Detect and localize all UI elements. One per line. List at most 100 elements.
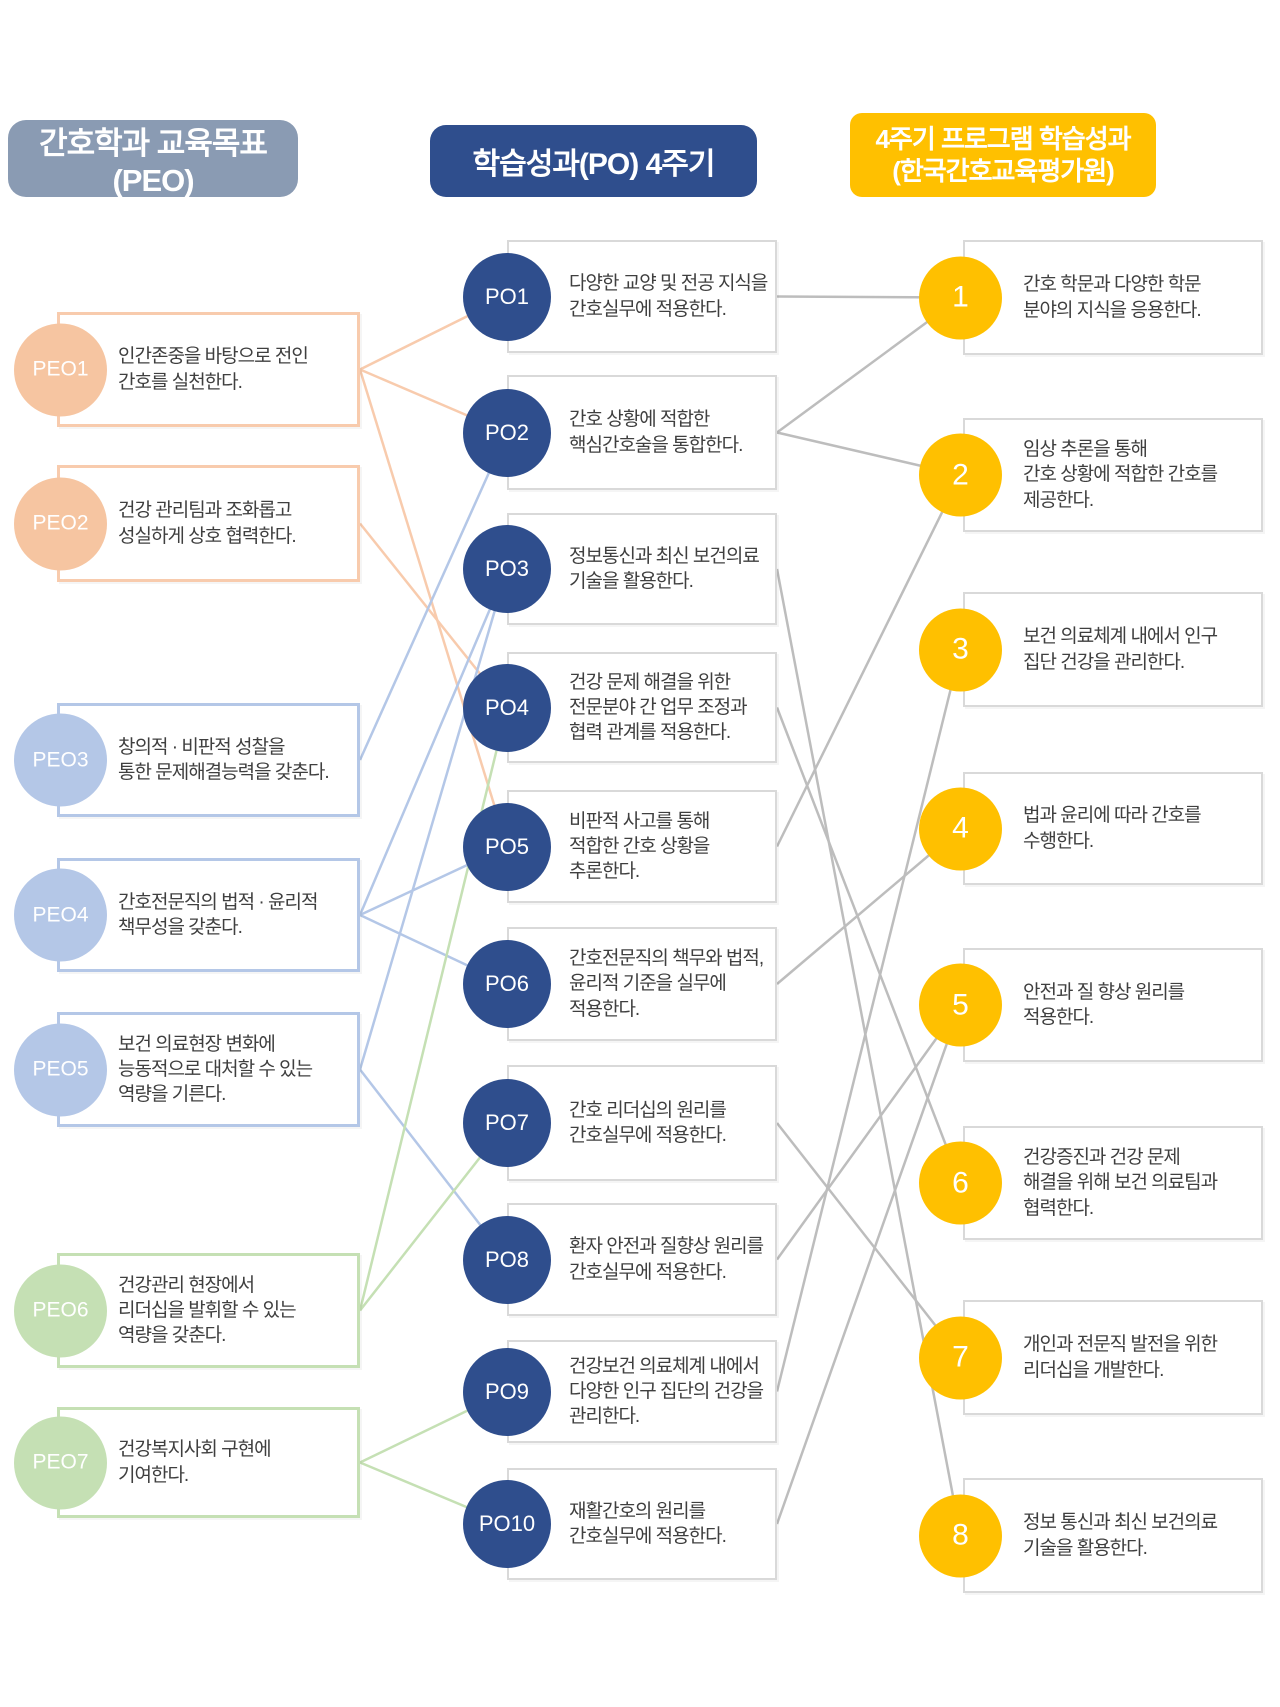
kabone-column-header-line1: 4주기 프로그램 학습성과: [875, 123, 1131, 154]
kabone-text: 법과 윤리에 따라 간호를 수행한다.: [1023, 805, 1202, 852]
po-box: 간호전문직의 책무와 법적, 윤리적 기준을 실무에 적용한다.: [507, 927, 777, 1041]
po-item: 재활간호의 원리를 간호실무에 적용한다. PO10: [463, 1468, 777, 1580]
kabone-text: 안전과 질 향상 원리를 적용한다.: [1023, 981, 1185, 1028]
connector-line: [776, 1122, 962, 1359]
po-circle: PO9: [463, 1347, 551, 1436]
po-item: 간호 리더십의 원리를 간호실무에 적용한다. PO7: [463, 1065, 777, 1181]
peo-circle: PEO4: [14, 868, 107, 962]
kabone-box: 건강증진과 건강 문제 해결을 위해 보건 의료팀과 협력한다.: [963, 1126, 1263, 1240]
peo-text: 간호전문직의 법적 · 윤리적 책무성을 갖춘다.: [118, 891, 318, 938]
peo-text: 건강관리 현장에서 리더십을 발휘할 수 있는 역량을 갖춘다.: [118, 1274, 297, 1347]
connector-line: [358, 707, 509, 1311]
po-circle: PO6: [463, 940, 551, 1028]
connector-line: [358, 369, 509, 847]
po-text: 건강보건 의료체계 내에서 다양한 인구 집단의 건강을 관리한다.: [569, 1355, 764, 1428]
connector-line: [775, 707, 962, 1184]
peo-column-header: 간호학과 교육목표 (PEO): [8, 120, 298, 198]
peo-text: 보건 의료현장 변화에 능동적으로 대처할 수 있는 역량을 기른다.: [118, 1033, 313, 1106]
peo-column-header-label: 간호학과 교육목표 (PEO): [39, 126, 268, 198]
kabone-item: 개인과 전문직 발전을 위한 리더십을 개발한다. 7: [919, 1300, 1263, 1415]
kabone-box: 법과 윤리에 따라 간호를 수행한다.: [963, 772, 1263, 885]
po-circle: PO5: [463, 802, 551, 891]
peo-box: 창의적 · 비판적 성찰을 통한 문제해결능력을 갖춘다.: [57, 703, 360, 817]
po-circle: PO10: [463, 1480, 551, 1568]
peo-text: 창의적 · 비판적 성찰을 통한 문제해결능력을 갖춘다.: [118, 736, 330, 783]
connector-line: [358, 431, 509, 761]
peo-item: 인간존중을 바탕으로 전인 간호를 실천한다. PEO1: [14, 312, 360, 427]
peo-box: 보건 의료현장 변화에 능동적으로 대처할 수 있는 역량을 기른다.: [57, 1012, 360, 1127]
kabone-box: 정보 통신과 최신 보건의료 기술을 활용한다.: [963, 1478, 1263, 1593]
po-text: 환자 안전과 질향상 원리를 간호실무에 적용한다.: [569, 1236, 764, 1283]
po-box: 간호 리더십의 원리를 간호실무에 적용한다.: [507, 1065, 777, 1181]
po-circle: PO3: [463, 525, 551, 613]
peo-item: 창의적 · 비판적 성찰을 통한 문제해결능력을 갖춘다. PEO3: [14, 703, 360, 817]
kabone-item: 정보 통신과 최신 보건의료 기술을 활용한다. 8: [919, 1478, 1263, 1593]
kabone-box: 보건 의료체계 내에서 인구 집단 건강을 관리한다.: [963, 592, 1263, 707]
po-text: 간호전문직의 책무와 법적, 윤리적 기준을 실무에 적용한다.: [569, 948, 764, 1020]
kabone-circle: 4: [919, 787, 1002, 870]
kabone-circle: 3: [919, 608, 1002, 691]
po-item: 정보통신과 최신 보건의료 기술을 활용한다. PO3: [463, 513, 777, 625]
peo-item: 건강복지사회 구현에 기여한다. PEO7: [14, 1407, 360, 1518]
po-text: 비판적 사고를 통해 적합한 간호 상황을 추론한다.: [569, 810, 710, 883]
po-item: 간호 상황에 적합한 핵심간호술을 통합한다. PO2: [463, 375, 777, 490]
kabone-item: 법과 윤리에 따라 간호를 수행한다. 4: [919, 772, 1263, 885]
kabone-circle: 6: [919, 1141, 1002, 1225]
peo-item: 보건 의료현장 변화에 능동적으로 대처할 수 있는 역량을 기른다. PEO5: [14, 1012, 360, 1127]
kabone-circle: 7: [919, 1316, 1002, 1399]
kabone-box: 안전과 질 향상 원리를 적용한다.: [963, 948, 1263, 1062]
peo-item: 간호전문직의 법적 · 윤리적 책무성을 갖춘다. PEO4: [14, 858, 360, 972]
po-box: 간호 상황에 적합한 핵심간호술을 통합한다.: [507, 375, 777, 490]
peo-box: 건강복지사회 구현에 기여한다.: [57, 1407, 360, 1518]
po-circle: PO4: [463, 663, 551, 752]
kabone-item: 안전과 질 향상 원리를 적용한다. 5: [919, 948, 1263, 1062]
po-box: 재활간호의 원리를 간호실무에 적용한다.: [507, 1468, 777, 1580]
po-box: 정보통신과 최신 보건의료 기술을 활용한다.: [507, 513, 777, 625]
kabone-text: 개인과 전문직 발전을 위한 리더십을 개발한다.: [1023, 1334, 1218, 1381]
connector-line: [775, 1004, 962, 1261]
peo-circle: PEO6: [14, 1264, 107, 1357]
po-box: 다양한 교양 및 전공 지식을 간호실무에 적용한다.: [507, 240, 777, 353]
peo-box: 인간존중을 바탕으로 전인 간호를 실천한다.: [57, 312, 360, 427]
connector-line: [775, 649, 962, 1392]
peo-circle: PEO7: [14, 1416, 107, 1509]
peo-circle: PEO2: [14, 477, 107, 570]
kabone-text: 간호 학문과 다양한 학문 분야의 지식을 응용한다.: [1023, 274, 1202, 321]
po-item: 건강보건 의료체계 내에서 다양한 인구 집단의 건강을 관리한다. PO9: [463, 1340, 777, 1443]
peo-box: 건강 관리팀과 조화롭고 성실하게 상호 협력한다.: [57, 465, 360, 582]
peo-circle: PEO3: [14, 713, 107, 807]
po-item: 환자 안전과 질향상 원리를 간호실무에 적용한다. PO8: [463, 1203, 777, 1316]
po-circle: PO8: [463, 1215, 551, 1304]
connector-line: [775, 1004, 962, 1525]
kabone-column-header-line2: (한국간호교육평가원): [892, 156, 1115, 186]
peo-item: 건강 관리팀과 조화롭고 성실하게 상호 협력한다. PEO2: [14, 465, 360, 582]
po-box: 비판적 사고를 통해 적합한 간호 상황을 추론한다.: [507, 790, 777, 903]
po-item: 다양한 교양 및 전공 지식을 간호실무에 적용한다. PO1: [463, 240, 777, 353]
connector-line: [358, 568, 509, 916]
po-box: 환자 안전과 질향상 원리를 간호실무에 적용한다.: [507, 1203, 777, 1316]
peo-item: 건강관리 현장에서 리더십을 발휘할 수 있는 역량을 갖춘다. PEO6: [14, 1253, 360, 1368]
peo-circle: PEO5: [14, 1023, 107, 1116]
po-circle: PO1: [463, 252, 551, 341]
kabone-item: 임상 추론을 통해 간호 상황에 적합한 간호를 제공한다. 2: [919, 418, 1263, 532]
po-box: 건강 문제 해결을 위한 전문분야 간 업무 조정과 협력 관계를 적용한다.: [507, 652, 777, 763]
po-text: 다양한 교양 및 전공 지식을 간호실무에 적용한다.: [569, 273, 768, 320]
kabone-box: 개인과 전문직 발전을 위한 리더십을 개발한다.: [963, 1300, 1263, 1415]
peo-text: 건강복지사회 구현에 기여한다.: [118, 1439, 272, 1486]
po-item: 간호전문직의 책무와 법적, 윤리적 기준을 실무에 적용한다. PO6: [463, 927, 777, 1041]
peo-box: 간호전문직의 법적 · 윤리적 책무성을 갖춘다.: [57, 858, 360, 972]
kabone-item: 간호 학문과 다양한 학문 분야의 지식을 응용한다. 1: [919, 240, 1263, 355]
po-circle: PO2: [463, 388, 551, 477]
kabone-item: 보건 의료체계 내에서 인구 집단 건강을 관리한다. 3: [919, 592, 1263, 707]
kabone-text: 보건 의료체계 내에서 인구 집단 건강을 관리한다.: [1023, 626, 1218, 673]
po-item: 비판적 사고를 통해 적합한 간호 상황을 추론한다. PO5: [463, 790, 777, 903]
kabone-text: 정보 통신과 최신 보건의료 기술을 활용한다.: [1023, 1512, 1218, 1559]
peo-text: 인간존중을 바탕으로 전인 간호를 실천한다.: [118, 346, 309, 393]
kabone-item: 건강증진과 건강 문제 해결을 위해 보건 의료팀과 협력한다. 6: [919, 1126, 1263, 1240]
po-text: 간호 리더십의 원리를 간호실무에 적용한다.: [569, 1099, 727, 1146]
kabone-column-header: 4주기 프로그램 학습성과 (한국간호교육평가원): [850, 113, 1156, 197]
kabone-text: 건강증진과 건강 문제 해결을 위해 보건 의료팀과 협력한다.: [1023, 1147, 1218, 1219]
kabone-box: 간호 학문과 다양한 학문 분야의 지식을 응용한다.: [963, 240, 1263, 355]
peo-text: 건강 관리팀과 조화롭고 성실하게 상호 협력한다.: [118, 500, 297, 547]
